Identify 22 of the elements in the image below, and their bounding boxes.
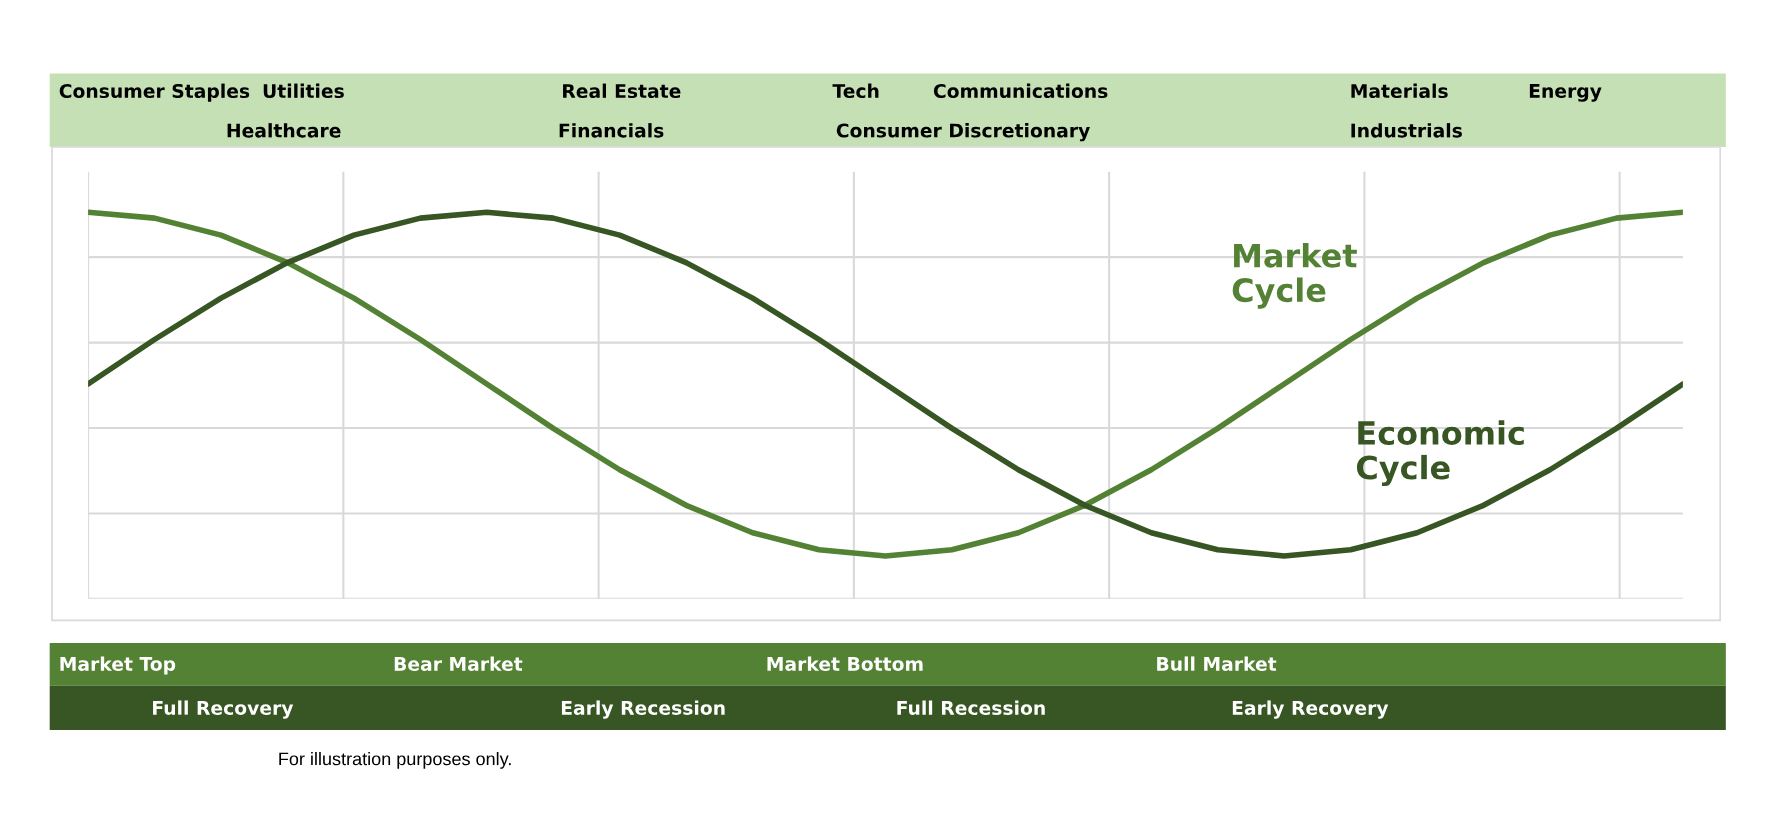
text: Consumer Staples [59, 83, 250, 102]
text: Industrials [1351, 123, 1462, 138]
series-label: Economic Cycle [1356, 420, 1524, 487]
text: Communications [933, 83, 1108, 99]
text: Full Recovery [153, 700, 294, 719]
text: Real Estate [563, 83, 681, 99]
text: Consumer Discretionary [836, 123, 1090, 142]
text: Bear Market [394, 656, 523, 671]
text: Utilities [263, 83, 344, 99]
text: Healthcare [227, 123, 341, 138]
text: Full Recession [897, 700, 1045, 716]
text: Energy [1529, 84, 1602, 102]
text: Materials [1351, 83, 1448, 99]
text: Tech [832, 83, 879, 99]
text: Bull Market [1157, 656, 1277, 671]
text: Market Top [60, 656, 176, 675]
text: Early Recovery [1232, 700, 1389, 719]
text: For illustration purposes only. [279, 752, 511, 769]
text: Financials [559, 123, 664, 138]
text: Early Recession [561, 700, 725, 719]
text: Market Bottom [767, 656, 923, 671]
series-label: Market Cycle [1232, 242, 1357, 309]
